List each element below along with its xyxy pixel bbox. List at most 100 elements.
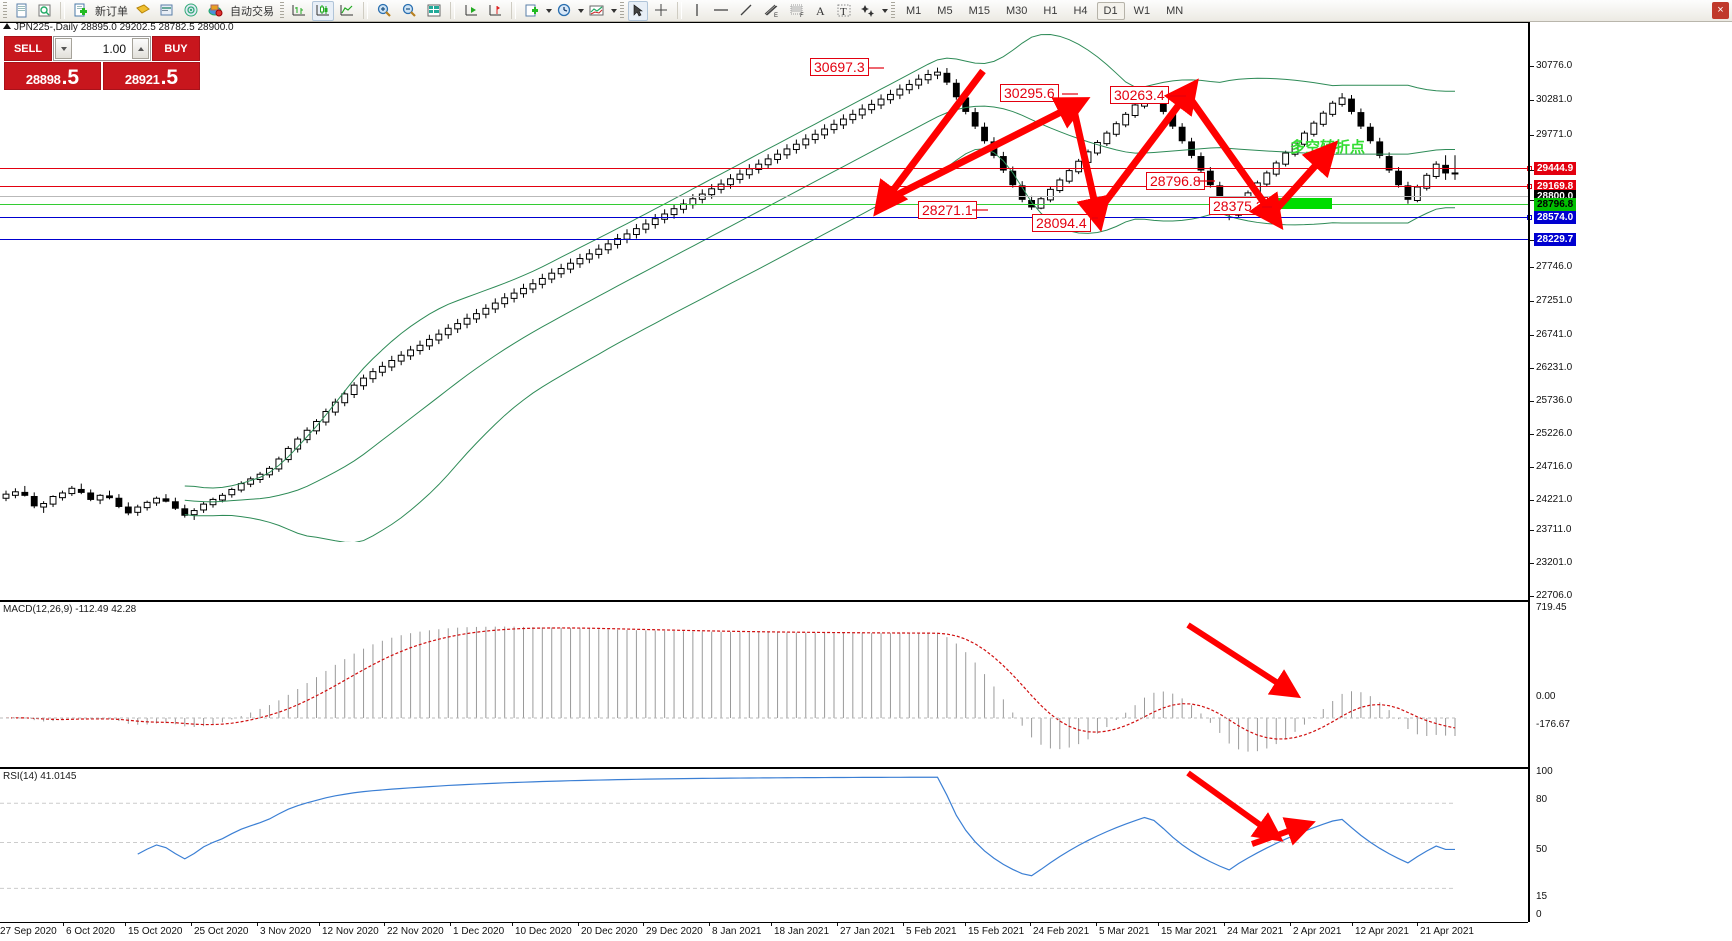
chart-shift-icon[interactable] (484, 1, 506, 21)
chart-window[interactable]: JPN225-,Daily 28895.0 29202.5 28782.5 28… (0, 22, 1732, 940)
price-tag-28271[interactable]: 28271.1 (918, 201, 977, 219)
buy-price-decimal: .5 (160, 66, 179, 89)
timeframe-mn[interactable]: MN (1166, 4, 1184, 17)
indicators-caret-icon[interactable] (611, 8, 617, 13)
text-label-icon[interactable]: T (833, 1, 855, 21)
time-label-12: 18 Jan 2021 (774, 926, 830, 937)
auto-scroll-icon[interactable] (460, 1, 482, 21)
price-tick-7: 27251.0 (1536, 295, 1573, 306)
new-order-icon[interactable] (70, 1, 91, 21)
price-pane[interactable] (0, 22, 1528, 542)
collapse-triangle-icon[interactable] (3, 23, 11, 29)
new-order-label[interactable]: 新订单 (95, 5, 128, 18)
autotrading-label[interactable]: 自动交易 (230, 5, 274, 18)
timeframe-h4[interactable]: H4 (1073, 4, 1088, 17)
volume-value[interactable]: 1.00 (102, 41, 126, 56)
price-tag-28796[interactable]: 28796.8 (1146, 172, 1205, 190)
price-tag-30295[interactable]: 30295.6 (1000, 84, 1059, 102)
zoom-out-icon[interactable] (398, 1, 421, 21)
line-chart-icon[interactable] (336, 1, 358, 21)
shapes-caret-icon[interactable] (882, 8, 888, 13)
price-tick-16: 22706.0 (1536, 590, 1573, 601)
timeframe-m5[interactable]: M5 (937, 4, 953, 17)
price-scale[interactable]: 30776.030281.029771.029261.028800.028251… (1530, 22, 1732, 940)
price-tag-28094[interactable]: 28094.4 (1032, 214, 1091, 232)
cursor-icon[interactable] (628, 0, 648, 21)
market-icon[interactable] (204, 1, 226, 21)
templates-caret-icon[interactable] (546, 8, 552, 13)
candlestick-chart-icon[interactable] (312, 0, 334, 21)
time-label-2: 15 Oct 2020 (128, 926, 183, 937)
time-label-16: 24 Feb 2021 (1033, 926, 1090, 937)
time-label-22: 21 Apr 2021 (1420, 926, 1474, 937)
timeframe-m15[interactable]: M15 (968, 4, 990, 17)
period-icon[interactable] (553, 1, 575, 21)
level-line-28800[interactable] (0, 196, 1528, 197)
time-axis[interactable]: 27 Sep 2020 6 Oct 2020 15 Oct 2020 25 Oct 2… (0, 922, 1528, 941)
level-badge-29169.8[interactable]: 29169.8 (1534, 180, 1577, 193)
level-badge-29444.9[interactable]: 29444.9 (1534, 162, 1577, 175)
bar-chart-icon[interactable] (288, 1, 310, 21)
price-tick-14: 23711.0 (1536, 524, 1572, 535)
volume-increase-button[interactable] (132, 38, 149, 59)
price-tickmark (1530, 500, 1534, 501)
equidistant-channel-icon[interactable]: E (759, 1, 783, 21)
shapes-icon[interactable] (857, 1, 879, 21)
timeframe-m1[interactable]: M1 (906, 4, 922, 17)
rsi-down-arrow (1186, 770, 1284, 842)
toolbar-grip-2[interactable] (280, 1, 284, 20)
sell-button[interactable]: SELL (4, 36, 52, 61)
toolbar-grip-4[interactable] (891, 1, 895, 20)
buy-price-box[interactable]: 28921 .5 (103, 62, 200, 90)
level-line-28574[interactable] (0, 215, 1532, 220)
level-line-28229[interactable] (0, 239, 1528, 240)
level-line-29444[interactable] (0, 166, 1532, 171)
level-line-28796[interactable] (0, 204, 1528, 205)
volume-decrease-button[interactable] (55, 38, 72, 59)
templates-icon[interactable] (521, 1, 543, 21)
rsi-tick-1: 80 (1536, 794, 1548, 805)
data-window-icon[interactable] (423, 1, 445, 21)
time-tickmark (709, 923, 710, 926)
trendline-icon[interactable] (735, 1, 757, 21)
horizontal-line-icon[interactable] (709, 1, 733, 21)
timeframe-m30[interactable]: M30 (1005, 4, 1028, 17)
toolbar-grip-3[interactable] (620, 1, 624, 20)
text-icon[interactable]: A (811, 1, 831, 21)
sell-price-box[interactable]: 28898 .5 (4, 62, 101, 90)
time-tickmark (512, 923, 513, 926)
level-badge-28574.0[interactable]: 28574.0 (1534, 211, 1577, 224)
indicators-icon[interactable] (585, 1, 608, 21)
signals-icon[interactable] (180, 1, 202, 21)
price-tag-30263[interactable]: 30263.4 (1110, 86, 1169, 104)
crosshair-icon[interactable] (650, 1, 672, 21)
zoom-in-icon[interactable] (373, 1, 396, 21)
rsi-tick-3: 15 (1536, 891, 1548, 902)
rsi-pane[interactable]: RSI(14) 41.0145 (0, 767, 1528, 922)
fibo-retracement-icon[interactable]: F (785, 1, 809, 21)
price-tag-30697[interactable]: 30697.3 (810, 58, 869, 76)
period-caret-icon[interactable] (578, 8, 584, 13)
new-document-icon[interactable] (11, 1, 32, 21)
macd-pane[interactable]: MACD(12,26,9) -112.49 42.28 (0, 600, 1528, 755)
vertical-line-icon[interactable] (687, 1, 707, 21)
price-tickmark (1530, 596, 1534, 597)
price-tickmark (1530, 335, 1534, 336)
timeframe-w1[interactable]: W1 (1133, 4, 1151, 17)
timeframe-h1[interactable]: H1 (1043, 4, 1058, 17)
close-icon[interactable]: × (1712, 2, 1729, 19)
rsi-canvas (0, 776, 1455, 889)
one-click-trading-panel[interactable]: SELL 1.00 BUY 28898 .5 28921 .5 (4, 36, 200, 90)
level-badge-28229.7[interactable]: 28229.7 (1534, 233, 1577, 246)
price-tickmark (1530, 401, 1534, 402)
level-badge-28796.8[interactable]: 28796.8 (1534, 198, 1577, 211)
price-tag-28375[interactable]: 28375.3 (1209, 197, 1268, 215)
toolbar-grip[interactable] (3, 1, 7, 20)
time-tickmark (257, 923, 258, 926)
find-icon[interactable] (34, 1, 55, 21)
expert-advisors-icon[interactable] (132, 1, 154, 21)
timeframe-d1[interactable]: D1 (1096, 1, 1125, 20)
level-line-29169[interactable] (0, 184, 1532, 189)
volume-stepper[interactable]: 1.00 (53, 36, 151, 61)
metaeditor-icon[interactable] (156, 1, 178, 21)
